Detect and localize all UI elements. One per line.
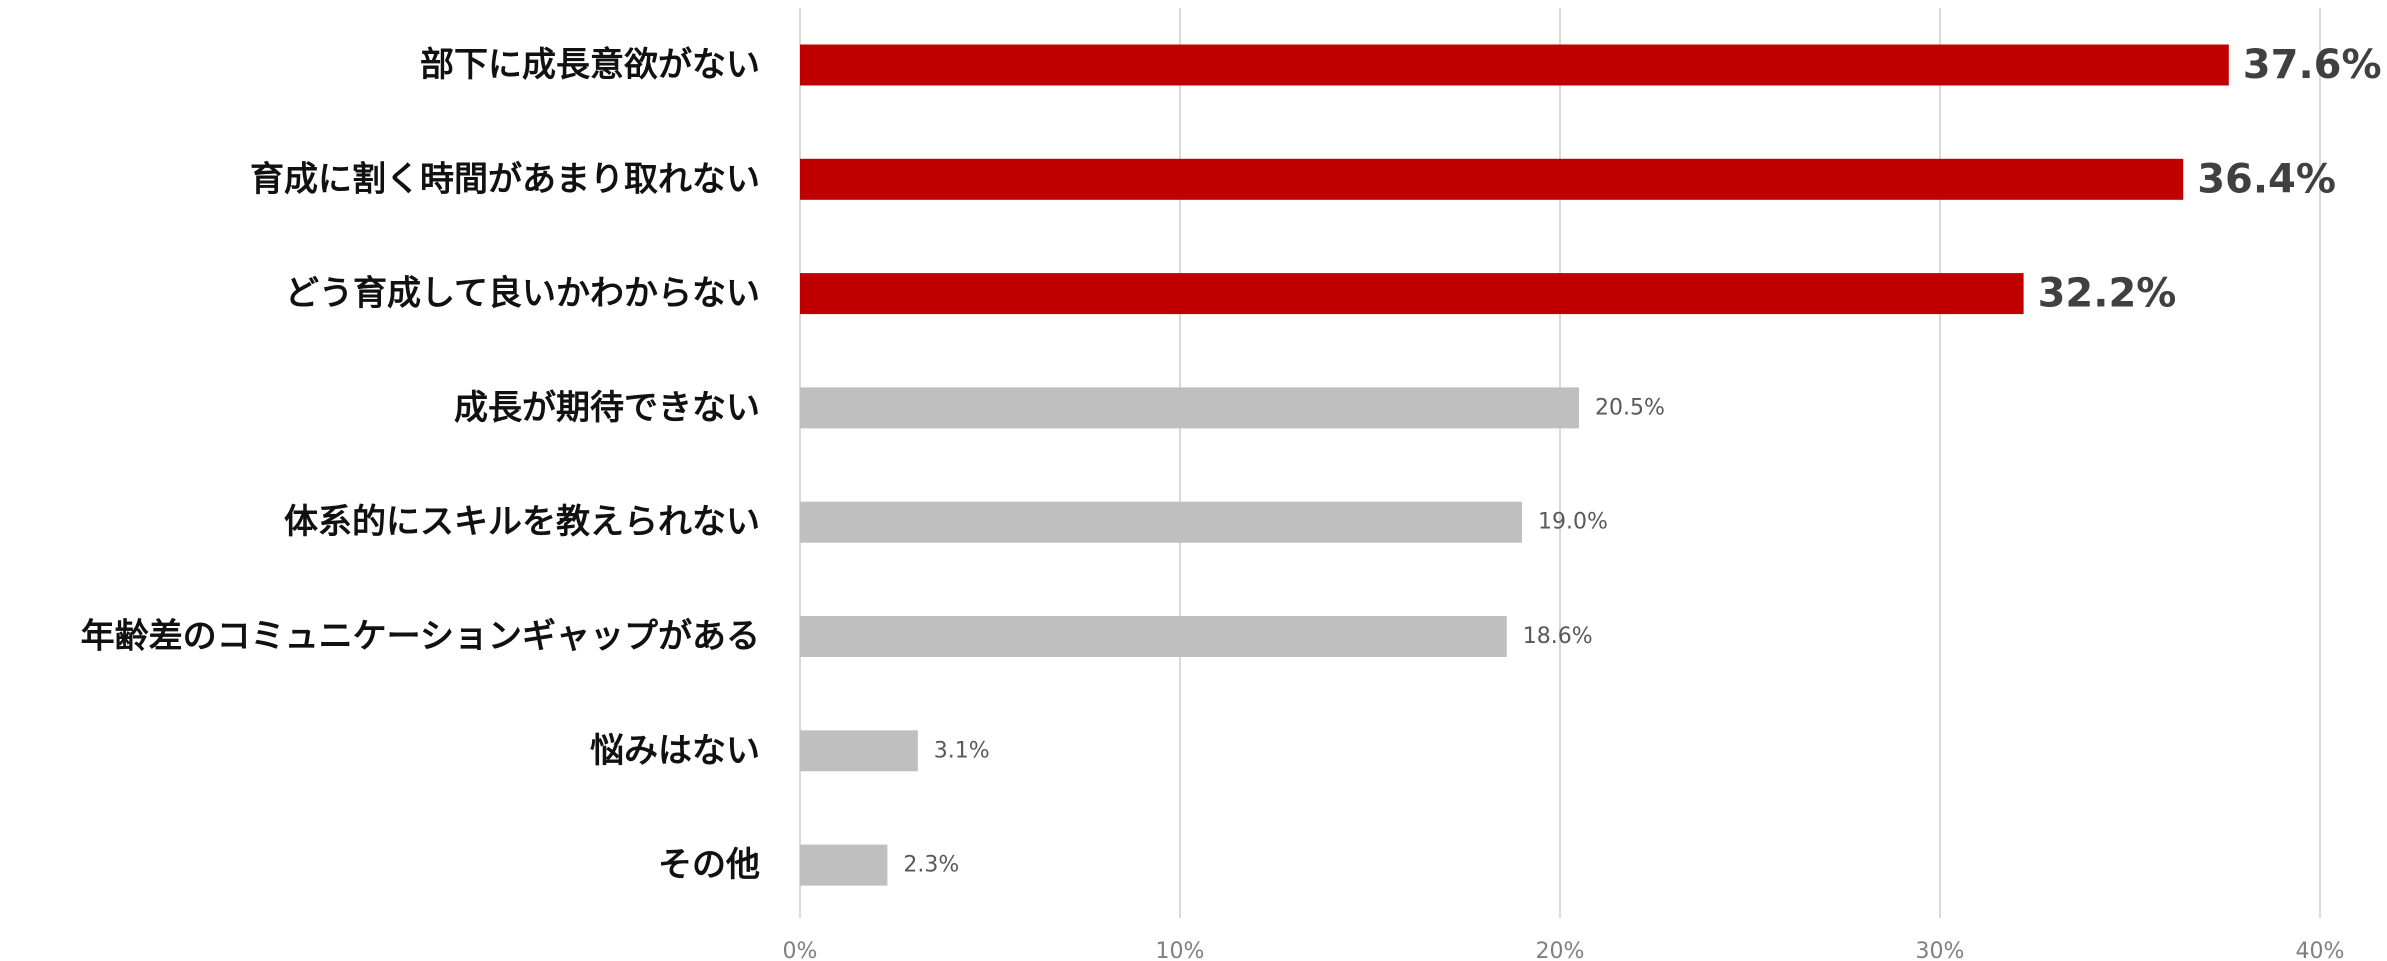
bar (800, 387, 1579, 429)
x-tick-label: 10% (1156, 939, 1205, 961)
category-labels: 部下に成長意欲がない育成に割く時間があまり取れないどう育成して良いかわからない成… (81, 45, 760, 885)
category-label: その他 (658, 845, 760, 885)
data-label: 32.2% (2038, 271, 2177, 317)
bar (800, 501, 1522, 543)
x-axis-tick-labels: 0% 10% 20% 30% 40% (783, 939, 2345, 961)
x-tick-label: 0% (783, 939, 818, 961)
data-label: 37.6% (2243, 42, 2382, 88)
category-label: 部下に成長意欲がない (420, 45, 760, 85)
category-label: 年齢差のコミュニケーションギャップがある (81, 617, 760, 657)
bar (800, 730, 918, 772)
x-tick-label: 30% (1916, 939, 1965, 961)
data-label: 20.5% (1595, 395, 1665, 420)
category-label: 育成に割く時間があまり取れない (250, 159, 760, 199)
bar (800, 844, 888, 886)
data-label: 36.4% (2197, 156, 2336, 202)
value-labels: 37.6% 36.4% 32.2% 20.5% 19.0% 18.6% 3.1% 2.3% (903, 42, 2381, 878)
data-label: 3.1% (934, 738, 990, 763)
data-label: 2.3% (903, 853, 959, 878)
category-label: 成長が期待できない (454, 388, 760, 428)
bar (800, 616, 1507, 657)
bars (800, 44, 2229, 886)
bar (800, 158, 2184, 200)
x-tick-label: 20% (1536, 939, 1585, 961)
category-label: 悩みはない (590, 731, 760, 771)
data-label: 19.0% (1538, 510, 1608, 535)
data-label: 18.6% (1523, 624, 1593, 649)
bar (800, 44, 2229, 86)
category-label: 体系的にスキルを教えられない (284, 502, 760, 542)
gridlines (799, 8, 2321, 918)
category-label: どう育成して良いかわからない (285, 274, 760, 314)
bar (800, 273, 2024, 315)
x-tick-label: 40% (2296, 939, 2345, 961)
